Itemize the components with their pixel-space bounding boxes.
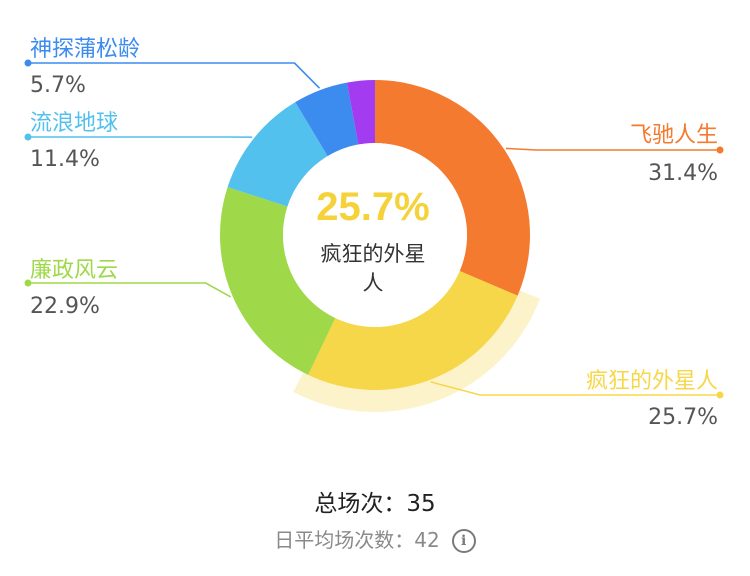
leader-line (505, 147, 720, 151)
slice-label: 廉政风云 (30, 258, 118, 283)
center-label-line1: 疯狂的外星 (321, 242, 426, 266)
slice-percentage: 22.9% (30, 294, 100, 319)
total-value: 35 (406, 491, 436, 517)
donut-slice[interactable] (308, 271, 518, 390)
leader-dot (716, 146, 724, 154)
info-icon[interactable]: i (451, 529, 476, 553)
daily-label: 日平均场次数： (274, 528, 415, 552)
leader-line (28, 282, 232, 298)
slice-percentage: 5.7% (30, 73, 86, 98)
leader-dot (24, 133, 32, 141)
center-readout: 25.7% 疯狂的外星 人 (283, 143, 467, 327)
center-percentage: 25.7% (316, 185, 429, 229)
slice-percentage: 11.4% (30, 147, 100, 172)
donut-slice[interactable] (227, 102, 328, 207)
leader-dot (24, 59, 32, 67)
donut-slice[interactable] (220, 187, 336, 375)
total-screenings: 总场次：35 (0, 484, 750, 518)
donut-slice[interactable] (375, 80, 530, 296)
donut-hole (283, 143, 467, 327)
leader-line (28, 62, 321, 89)
leader-dot (716, 391, 724, 399)
leader-lines (24, 59, 724, 399)
total-label: 总场次： (314, 491, 407, 517)
daily-average-screenings: 日平均场次数：42 i (0, 524, 750, 553)
center-label-line2: 人 (363, 271, 384, 295)
slice-percentage: 31.4% (648, 161, 718, 186)
slice-label: 飞驰人生 (630, 123, 718, 148)
slice-label: 神探蒲松龄 (30, 37, 140, 62)
slice-percentage: 25.7% (648, 405, 718, 430)
slice-label: 疯狂的外星人 (586, 369, 718, 394)
donut-slice[interactable] (346, 80, 375, 145)
donut-slice[interactable] (295, 82, 359, 157)
daily-value: 42 (414, 528, 440, 552)
leader-dot (24, 279, 32, 287)
leader-line (430, 381, 720, 396)
slices (220, 80, 530, 390)
slice-label: 流浪地球 (30, 111, 118, 136)
slice-labels: 飞驰人生31.4%疯狂的外星人25.7%廉政风云22.9%流浪地球11.4%神探… (30, 37, 718, 430)
